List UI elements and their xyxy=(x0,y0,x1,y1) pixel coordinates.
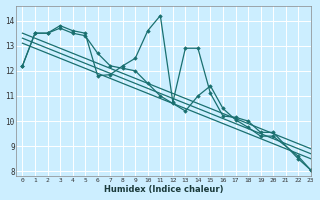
X-axis label: Humidex (Indice chaleur): Humidex (Indice chaleur) xyxy=(104,185,223,194)
